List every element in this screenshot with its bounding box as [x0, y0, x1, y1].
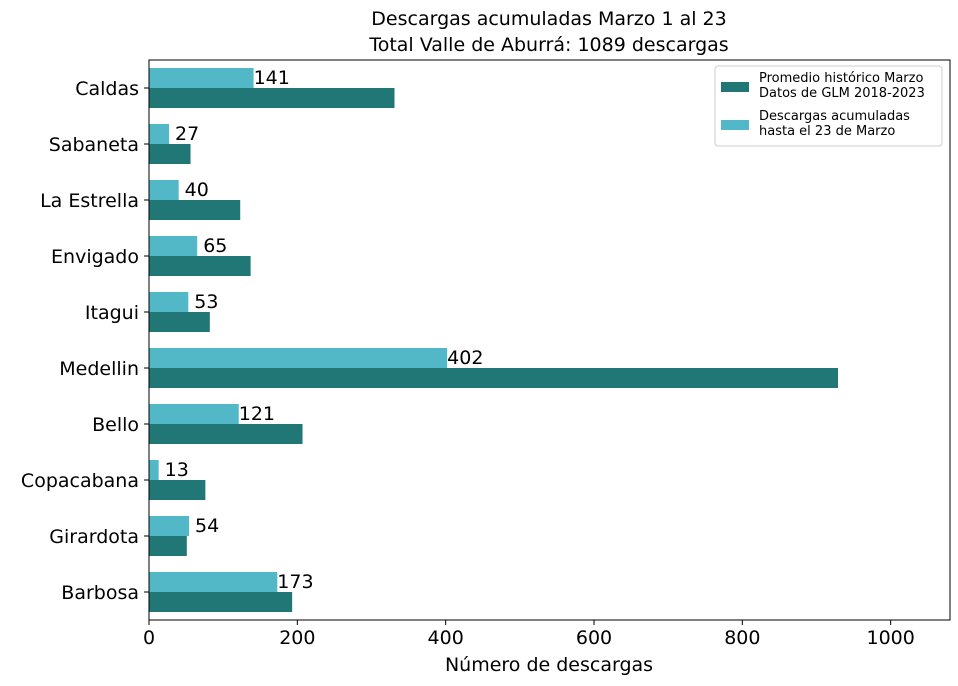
- y-tick-label-6: Bello: [92, 414, 139, 436]
- bar-historical-4: [149, 312, 210, 332]
- value-label-3: 65: [203, 235, 227, 257]
- x-tick-label-0: 0: [143, 627, 155, 649]
- bar-accumulated-4: [149, 292, 189, 312]
- bar-historical-9: [149, 592, 293, 612]
- y-tick-label-4: Itagui: [85, 302, 139, 324]
- chart-title: Descargas acumuladas Marzo 1 al 23 Total…: [368, 8, 728, 56]
- bar-accumulated-0: [149, 68, 254, 88]
- bar-historical-6: [149, 424, 303, 444]
- chart-title-line-2: Total Valle de Aburrá: 1089 descargas: [368, 34, 728, 56]
- y-tick-label-2: La Estrella: [40, 190, 139, 212]
- bar-accumulated-1: [149, 124, 170, 144]
- bar-historical-1: [149, 144, 191, 164]
- bars-group: [149, 68, 839, 612]
- bar-historical-0: [149, 88, 395, 108]
- value-label-6: 121: [239, 403, 275, 425]
- bar-accumulated-9: [149, 572, 278, 592]
- value-label-9: 173: [277, 571, 313, 593]
- legend-label-0-0: Promedio histórico Marzo: [759, 71, 923, 86]
- bar-accumulated-2: [149, 180, 179, 200]
- y-tick-label-1: Sabaneta: [49, 134, 139, 156]
- chart-title-line-1: Descargas acumuladas Marzo 1 al 23: [371, 8, 726, 30]
- x-tick-label-1: 200: [279, 627, 315, 649]
- x-tick-labels: 0 200 400 600 800 1000: [143, 627, 915, 649]
- legend-label-1-0: Descargas acumuladas: [759, 109, 910, 124]
- y-tick-label-9: Barbosa: [61, 582, 139, 604]
- y-tick-label-8: Girardota: [49, 526, 139, 548]
- bar-accumulated-7: [149, 460, 159, 480]
- value-label-7: 13: [165, 459, 189, 481]
- y-tick-labels: Caldas Sabaneta La Estrella Envigado Itagui M…: [21, 78, 139, 604]
- axes-group: [144, 59, 951, 625]
- bar-accumulated-3: [149, 236, 198, 256]
- value-label-8: 54: [195, 515, 219, 537]
- value-label-2: 40: [185, 179, 209, 201]
- value-labels-group: 141 27 40 65 53 402 121 13 54 173: [165, 67, 484, 593]
- legend-label-0-1: Datos de GLM 2018-2023: [759, 86, 925, 101]
- y-tick-label-0: Caldas: [75, 78, 139, 100]
- bar-accumulated-5: [149, 348, 448, 368]
- legend-box: [714, 65, 943, 147]
- value-label-4: 53: [194, 291, 218, 313]
- x-tick-label-4: 800: [724, 627, 760, 649]
- x-axis-label: Número de descargas: [445, 654, 653, 676]
- bar-historical-7: [149, 480, 206, 500]
- y-tick-label-5: Medellin: [59, 358, 139, 380]
- legend-swatch-0: [721, 82, 749, 92]
- bar-accumulated-6: [149, 404, 239, 424]
- y-tick-label-7: Copacabana: [21, 470, 139, 492]
- bar-historical-3: [149, 256, 251, 276]
- plot-frame: [148, 59, 951, 621]
- bar-historical-2: [149, 200, 241, 220]
- legend-label-1-1: hasta el 23 de Marzo: [759, 124, 895, 139]
- x-tick-label-2: 400: [428, 627, 464, 649]
- bar-historical-8: [149, 536, 187, 556]
- y-tick-label-3: Envigado: [51, 246, 139, 268]
- legend-swatch-1: [721, 120, 749, 130]
- x-tick-label-3: 600: [576, 627, 612, 649]
- value-label-5: 402: [447, 347, 483, 369]
- bar-historical-5: [149, 368, 839, 388]
- value-label-0: 141: [254, 67, 290, 89]
- x-tick-label-5: 1000: [866, 627, 914, 649]
- value-label-1: 27: [175, 123, 199, 145]
- bar-accumulated-8: [149, 516, 190, 536]
